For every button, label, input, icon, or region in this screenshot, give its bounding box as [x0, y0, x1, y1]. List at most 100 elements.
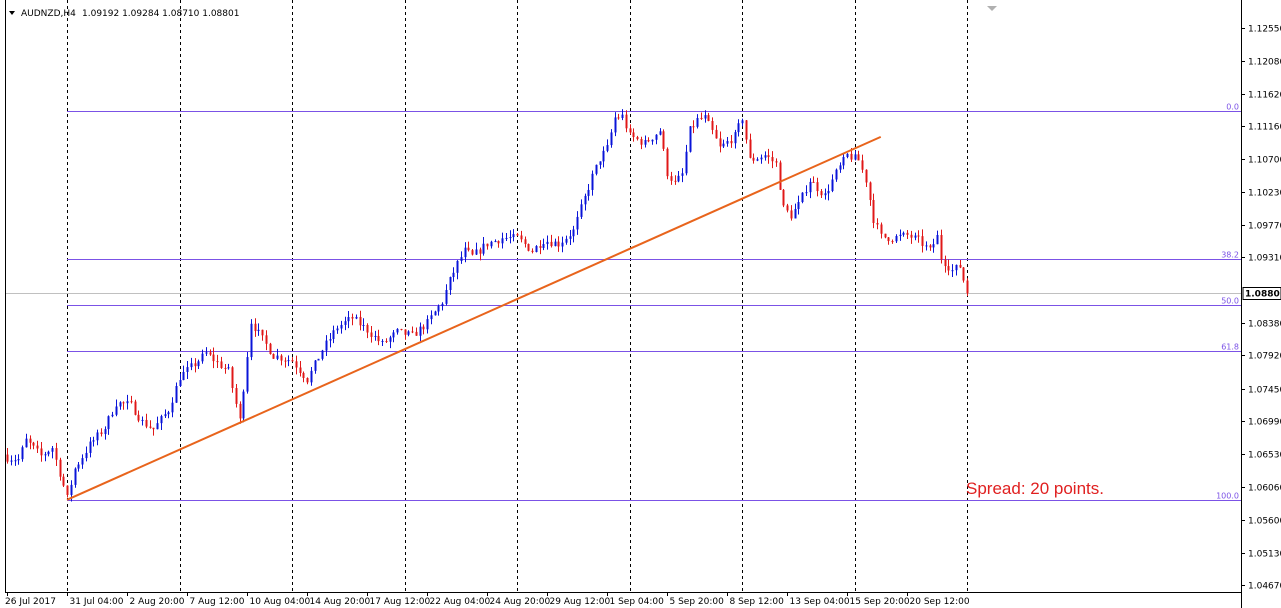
plot-frame [5, 0, 1242, 608]
candle-body-143 [542, 244, 545, 248]
candle-body-158 [599, 161, 602, 165]
candle-body-197 [745, 120, 748, 140]
candle-body-43 [167, 412, 170, 415]
candle-body-194 [734, 132, 737, 144]
candle-body-107 [407, 331, 410, 335]
candle-body-216 [816, 182, 819, 192]
candle-body-149 [565, 238, 568, 243]
candle-body-145 [550, 241, 553, 247]
candle-body-183 [692, 126, 695, 128]
candle-body-126 [479, 249, 482, 254]
candle-body-131 [497, 241, 500, 244]
candle-body-222 [839, 165, 842, 170]
price-label-11: 1.06990 [1248, 418, 1281, 428]
candle-body-151 [572, 229, 575, 237]
candle-body-234 [884, 233, 887, 238]
candle-body-98 [374, 335, 377, 337]
price-label-4: 1.10700 [1248, 156, 1281, 166]
candle-body-246 [929, 245, 932, 248]
candle-body-256 [966, 280, 969, 294]
fib-label-3: 61.8 [1221, 343, 1239, 352]
candle-body-185 [700, 117, 703, 119]
candle-body-28 [111, 414, 114, 417]
time-label-12: 8 Sep 12:00 [730, 597, 785, 607]
candle-body-245 [925, 245, 928, 247]
candle-body-224 [846, 153, 849, 158]
candle-body-31 [122, 402, 125, 404]
candle-body-4 [21, 447, 24, 460]
candle-body-51 [197, 361, 200, 367]
price-label-6: 1.09770 [1248, 222, 1281, 232]
candle-body-168 [636, 137, 639, 140]
candle-body-111 [422, 326, 425, 330]
candle-body-135 [512, 234, 515, 238]
candle-body-150 [569, 236, 572, 239]
time-label-14: 15 Sep 20:00 [850, 597, 910, 607]
candle-body-204 [771, 157, 774, 162]
candle-body-153 [580, 204, 583, 217]
candle-body-255 [962, 267, 965, 281]
price-label-5: 1.10230 [1248, 189, 1281, 199]
candle-body-209 [790, 210, 793, 219]
candle-body-124 [471, 250, 474, 255]
candle-body-142 [539, 246, 542, 248]
price-axis[interactable]: 1.12550 1.12080 1.11620 1.11160 1.10700 1.102… [1241, 25, 1281, 592]
candle-body-166 [629, 128, 632, 133]
candle-body-87 [332, 330, 335, 340]
candle-body-241 [910, 234, 913, 238]
candle-body-207 [782, 189, 785, 206]
candle-body-184 [696, 117, 699, 127]
time-label-0: 26 Jul 2017 [5, 597, 56, 607]
candle-body-175 [662, 131, 665, 149]
candle-body-125 [475, 249, 478, 255]
candle-body-129 [490, 241, 493, 247]
candle-body-50 [194, 363, 197, 367]
trendline[interactable] [66, 135, 882, 501]
candle-body-163 [617, 117, 620, 119]
candle-body-187 [707, 115, 710, 121]
candle-body-108 [411, 331, 414, 333]
candle-body-102 [389, 337, 392, 342]
candle-body-7 [32, 442, 35, 446]
candle-body-11 [47, 451, 50, 455]
candle-body-94 [359, 316, 362, 326]
dropdown-arrow-icon[interactable] [9, 11, 15, 15]
candle-body-100 [381, 341, 384, 343]
candle-body-140 [531, 250, 534, 253]
candle-body-208 [786, 205, 789, 211]
candle-body-167 [632, 132, 635, 138]
candle-body-233 [880, 224, 883, 234]
candle-body-223 [842, 157, 845, 166]
candle-body-236 [891, 241, 894, 243]
price-label-7: 1.09310 [1248, 254, 1281, 264]
time-axis[interactable]: 26 Jul 2017 31 Jul 04:00 2 Aug 20:00 7 Aug … [5, 592, 970, 607]
price-label-0: 1.12550 [1248, 25, 1281, 35]
candle-body-81 [310, 370, 313, 383]
candle-body-251 [947, 266, 950, 271]
candle-body-39 [152, 427, 155, 430]
candle-body-242 [914, 235, 917, 238]
candle-body-8 [36, 445, 39, 449]
candle-body-172 [651, 139, 654, 142]
candle-body-200 [756, 159, 759, 161]
candle-body-53 [205, 352, 208, 354]
vertical-grid [67, 0, 968, 592]
candle-body-58 [224, 367, 227, 369]
candle-body-226 [854, 154, 857, 160]
candle-body-161 [610, 132, 613, 146]
candle-body-27 [107, 416, 110, 430]
candle-body-137 [520, 235, 523, 240]
time-label-6: 17 Aug 12:00 [370, 597, 431, 607]
fib-label-2: 50.0 [1221, 297, 1239, 306]
candle-body-62 [239, 403, 242, 419]
candle-body-180 [681, 173, 684, 176]
candle-body-86 [329, 339, 332, 341]
candle-body-181 [685, 151, 688, 174]
candle-body-103 [392, 332, 395, 338]
candle-body-14 [59, 459, 62, 477]
candle-body-169 [640, 139, 643, 145]
fibonacci-levels[interactable]: 0.0 38.2 50.0 61.8 100.0 [67, 103, 1241, 501]
shift-marker-icon[interactable] [987, 6, 997, 11]
spread-label: Spread: 20 points. [966, 479, 1104, 498]
